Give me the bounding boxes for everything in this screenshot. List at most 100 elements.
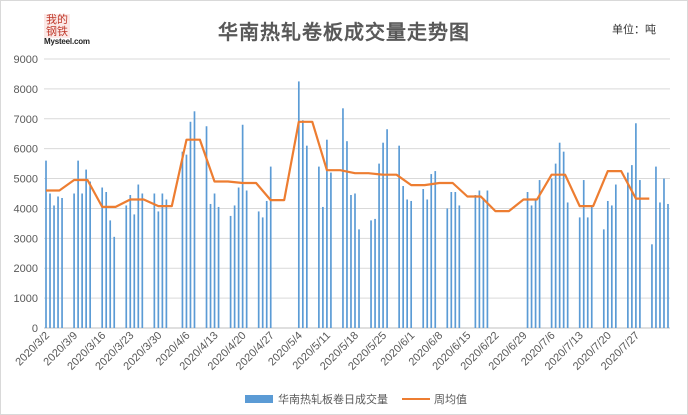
bar [157,211,160,328]
bar [322,206,324,328]
bar [655,166,657,328]
bar [49,193,51,328]
bar [205,126,208,328]
bar [602,229,605,328]
bar [261,217,264,328]
bar [474,194,477,328]
bar [526,192,529,328]
bar [610,205,613,328]
bar [454,192,457,328]
bar [410,200,413,328]
legend-line-label: 周均值 [434,393,467,406]
bar [346,141,348,328]
bar [350,194,352,328]
bar [209,203,212,328]
bar [378,163,380,328]
bar [430,174,433,328]
bar [241,124,244,328]
y-tick-label: 4000 [14,203,38,215]
chart-legend: 华南热轧板卷日成交量 周均值 [0,391,688,407]
bar [269,166,272,328]
bar [386,129,388,328]
bar [301,120,304,329]
weekly-average-line [46,120,650,213]
bar [538,180,541,328]
bar [578,217,581,328]
bar [550,178,553,328]
mysteel-logo: 我的钢铁 Mysteel.com [44,14,104,48]
bar [606,200,609,328]
bar [486,190,489,328]
legend-line-swatch [402,398,430,400]
y-tick-label: 5000 [14,174,38,186]
y-tick-label: 9000 [14,54,38,66]
bar [185,154,188,328]
bar [326,139,328,328]
bar [213,193,216,328]
y-tick-label: 3000 [14,233,38,245]
logo-en-text: Mysteel.com [44,37,90,46]
y-tick-label: 8000 [14,84,38,96]
bar [53,205,55,328]
bar [105,192,108,328]
bar [450,192,453,328]
bar [193,111,196,328]
bar [245,190,248,328]
bar [233,205,236,328]
bar [478,190,481,328]
bar [129,194,132,328]
bar [406,199,409,328]
bar [297,81,300,329]
bar [57,196,59,328]
bar [81,193,83,328]
y-tick-label: 1000 [14,293,38,305]
bar [358,229,360,328]
bar [382,142,384,328]
bar [635,123,637,328]
bar [109,220,112,328]
bar [566,202,569,328]
bar [458,205,461,328]
y-tick-label: 7000 [14,114,38,126]
bar [257,211,260,328]
bar [446,208,449,328]
bar [422,189,425,328]
bar [305,145,308,328]
bar [229,215,232,328]
bar [61,197,63,328]
bar [482,197,485,328]
bar [237,187,240,328]
bar [153,193,156,328]
bar [318,166,320,328]
bar [113,236,116,328]
bar [398,145,400,328]
bar [434,171,437,328]
bar [77,160,79,328]
bar [562,151,565,328]
unit-label: 单位：吨 [612,23,656,36]
bar [354,193,356,328]
bar [667,203,669,328]
bar [125,205,128,328]
bar [554,163,557,328]
bar [161,193,164,328]
bar [141,193,144,328]
bar [534,199,537,328]
bar [370,220,372,328]
bar [590,205,593,328]
bar [89,181,91,328]
bar [165,199,168,328]
bar [631,165,633,328]
bar [330,172,332,328]
bar [181,151,184,328]
bar [73,193,75,328]
bar [627,172,629,328]
bar [586,217,589,328]
bar [558,142,561,328]
bar [402,186,404,328]
legend-bar-label: 华南热轧板卷日成交量 [278,393,388,406]
bar [614,184,617,328]
bar [651,244,653,328]
logo-cn-text: 我的钢铁 [44,13,70,38]
